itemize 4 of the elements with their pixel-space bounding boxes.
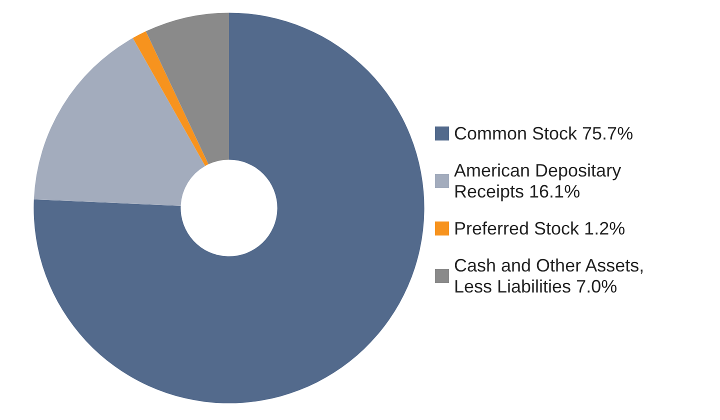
legend-label: Cash and Other Assets, Less Liabilities 7.0% xyxy=(454,256,650,296)
legend-label: American Depositary Receipts 16.1% xyxy=(454,160,626,202)
legend-label: Common Stock 75.7% xyxy=(454,124,634,144)
legend-label: Preferred Stock 1.2% xyxy=(454,218,626,238)
